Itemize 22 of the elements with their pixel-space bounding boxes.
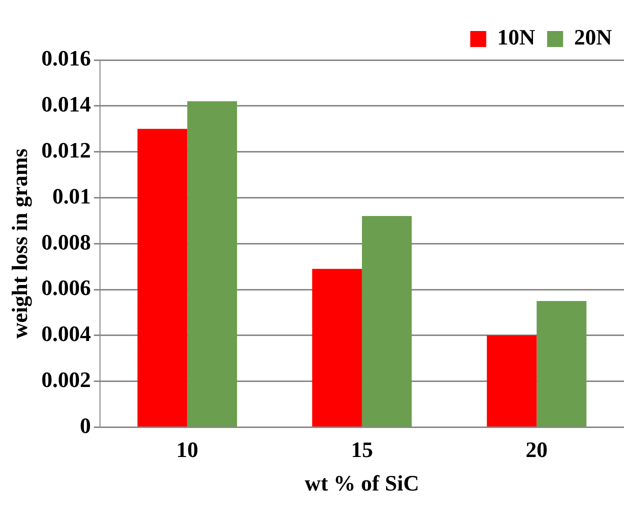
legend-label: 20N [574, 24, 612, 50]
x-tick-label: 20 [526, 437, 548, 462]
y-tick-label: 0.012 [41, 137, 91, 162]
legend-label: 10N [497, 24, 536, 50]
y-tick-label: 0.014 [41, 92, 91, 117]
bar [312, 268, 362, 426]
y-tick-label: 0.004 [41, 321, 91, 346]
y-tick-label: 0.006 [41, 275, 91, 300]
y-tick-label: 0.016 [41, 46, 91, 71]
y-tick-label: 0.01 [52, 183, 91, 208]
bar [137, 128, 188, 426]
bar [362, 216, 412, 426]
y-tick-label: 0 [80, 412, 91, 438]
x-axis-title: wt % of SiC [304, 470, 420, 496]
y-tick-label: 0.008 [41, 229, 91, 254]
x-tick-label: 15 [350, 437, 373, 462]
bar [536, 300, 586, 426]
y-axis-title: weight loss in grams [6, 148, 32, 339]
bar [486, 335, 537, 426]
y-tick-label: 0.002 [41, 366, 91, 392]
bar [187, 101, 238, 426]
x-tick-label: 10 [176, 437, 198, 462]
